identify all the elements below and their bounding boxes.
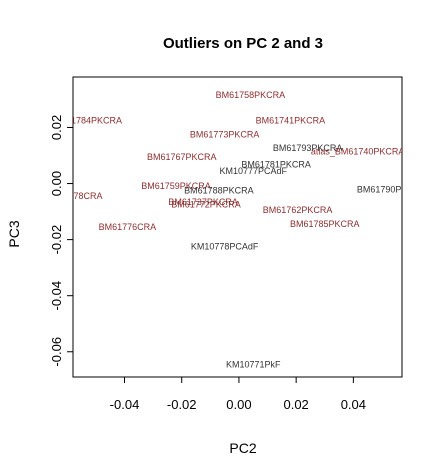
y-axis: -0.06 -0.04 -0.02 0.00 0.02 <box>49 115 73 367</box>
y-axis-label: PC3 <box>6 220 22 247</box>
point-label: BM61758PKCRA <box>216 90 286 100</box>
point-label: BM61790P <box>357 185 402 195</box>
x-axis-label: PC2 <box>229 440 256 456</box>
point-label: BM61785PKCRA <box>290 219 360 229</box>
y-tick-label: -0.02 <box>49 225 64 255</box>
chart-title: Outliers on PC 2 and 3 <box>163 35 323 52</box>
point-label: BM61793PKCRA <box>273 143 343 153</box>
point-label: KM10777PCAdF <box>219 166 287 176</box>
point-label: BM61788PKCRA <box>184 186 254 196</box>
point-label: atlas_BM61740PKCRA <box>311 146 405 156</box>
y-tick-label: 0.02 <box>49 115 64 140</box>
y-tick-label: -0.06 <box>49 337 64 367</box>
x-tick-label: 0.02 <box>283 397 308 412</box>
x-tick-label: -0.02 <box>167 397 197 412</box>
x-tick-label: -0.04 <box>110 397 140 412</box>
x-tick-label: 0.04 <box>341 397 366 412</box>
point-label: 1778CRA <box>63 191 102 201</box>
x-tick-label: 0.00 <box>226 397 251 412</box>
point-label: BM61762PKCRA <box>263 205 333 215</box>
point-label: BM61776CRA <box>99 222 157 232</box>
plot-area <box>72 76 403 378</box>
point-label: BM61772PKCRA <box>171 200 241 210</box>
point-label: BM61784PKCRA <box>53 115 123 125</box>
x-axis: -0.04 -0.02 0.00 0.02 0.04 <box>110 377 366 412</box>
point-label: BM61781PKCRA <box>241 159 311 169</box>
point-labels: BM61758PKCRA BM61784PKCRA BM61741PKCRA BM61… <box>53 90 405 369</box>
point-label: BM61759PKCRA <box>141 181 211 191</box>
y-tick-label: 0.00 <box>49 171 64 196</box>
point-label: BM61737PKCRA <box>168 197 238 207</box>
point-label: KM10778PCAdF <box>191 242 259 252</box>
y-tick-label: -0.04 <box>49 281 64 311</box>
point-label: BM61773PKCRA <box>190 129 260 139</box>
point-label: BM61741PKCRA <box>256 115 326 125</box>
point-label: BM61767PKCRA <box>147 152 217 162</box>
point-label: KM10771PkF <box>226 359 281 369</box>
